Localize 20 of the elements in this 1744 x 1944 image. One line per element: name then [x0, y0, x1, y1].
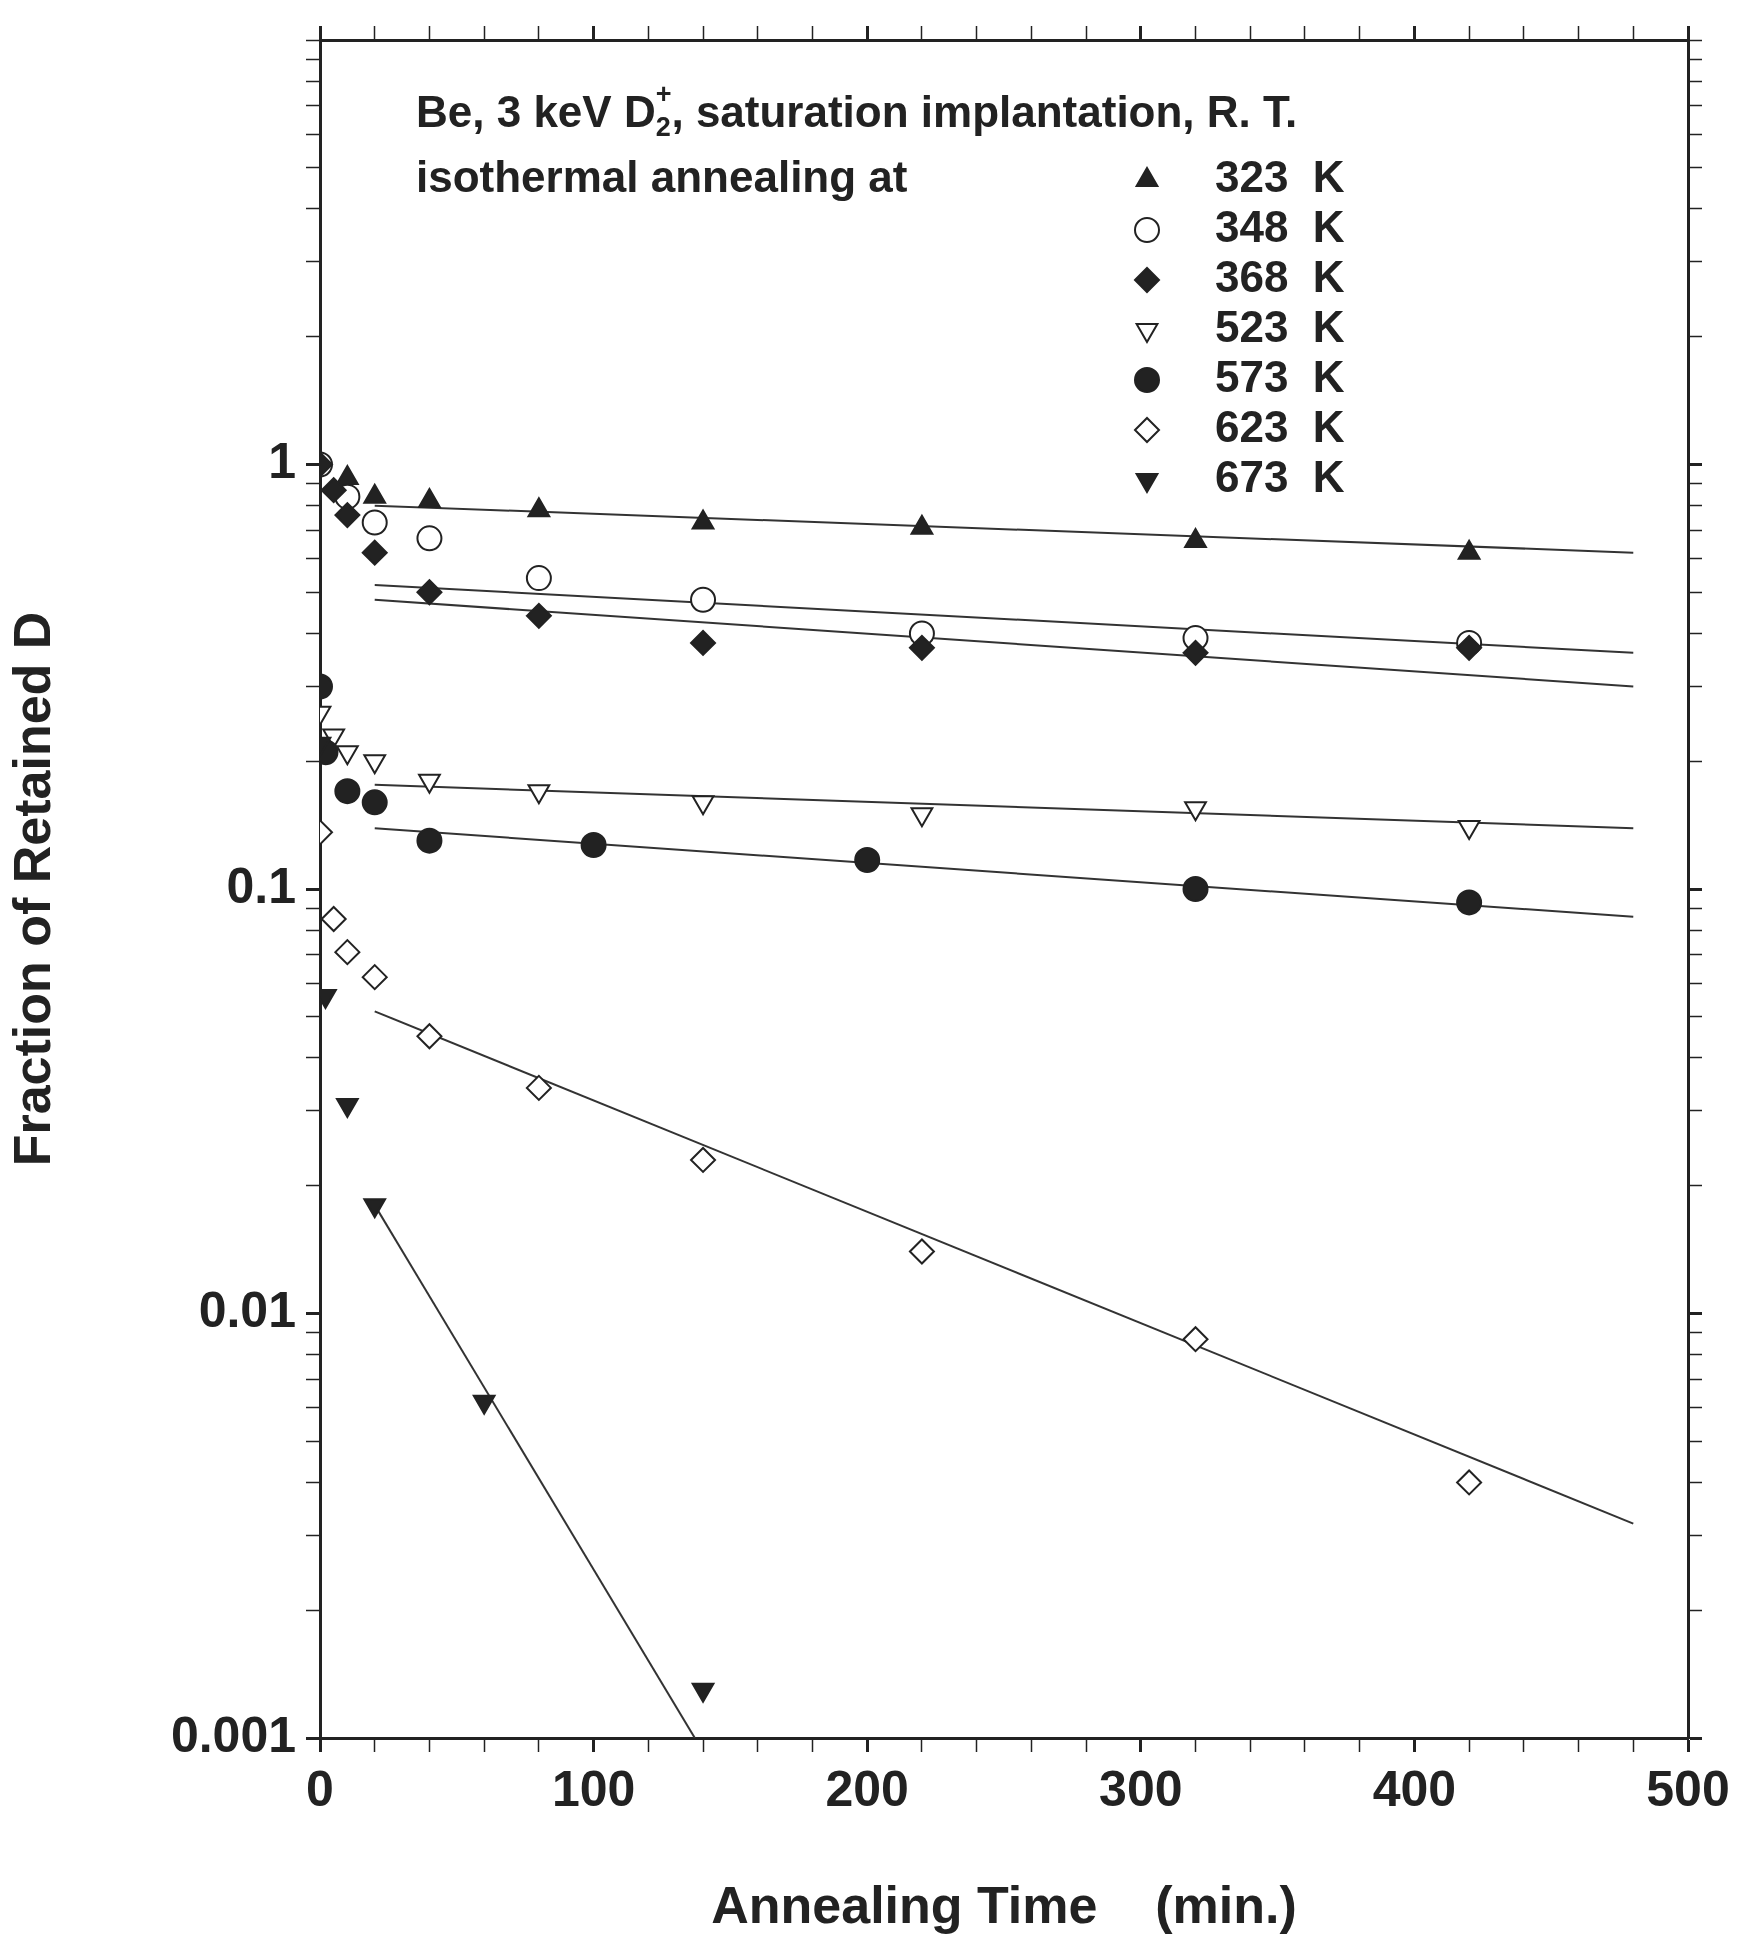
y-tick-label: 0.1 — [226, 857, 296, 914]
legend-label: 348 K — [1215, 202, 1345, 252]
legend-label: 623 K — [1215, 402, 1345, 452]
legend-label: 368 K — [1215, 252, 1345, 302]
legend-label: 323 K — [1215, 152, 1345, 202]
x-axis-title: Annealing Time (min.) — [711, 1876, 1297, 1935]
y-axis-title: Fraction of Retained D — [2, 611, 61, 1167]
y-tick-label: 1 — [268, 433, 296, 490]
legend-label: 573 K — [1215, 352, 1345, 402]
x-tick-label: 400 — [1372, 1760, 1457, 1817]
y-tick-label: 0.01 — [198, 1282, 296, 1339]
x-tick-label: 200 — [825, 1760, 909, 1817]
legend-label: 673 K — [1215, 452, 1345, 502]
y-tick-label: 0.001 — [170, 1706, 296, 1763]
x-tick-label: 300 — [1099, 1760, 1183, 1817]
legend-label: 523 K — [1215, 302, 1345, 352]
x-tick-label: 500 — [1646, 1760, 1730, 1817]
x-tick-label: 0 — [306, 1760, 334, 1817]
legend-title: isothermal annealing at — [416, 152, 908, 202]
x-tick-label: 100 — [551, 1760, 636, 1817]
